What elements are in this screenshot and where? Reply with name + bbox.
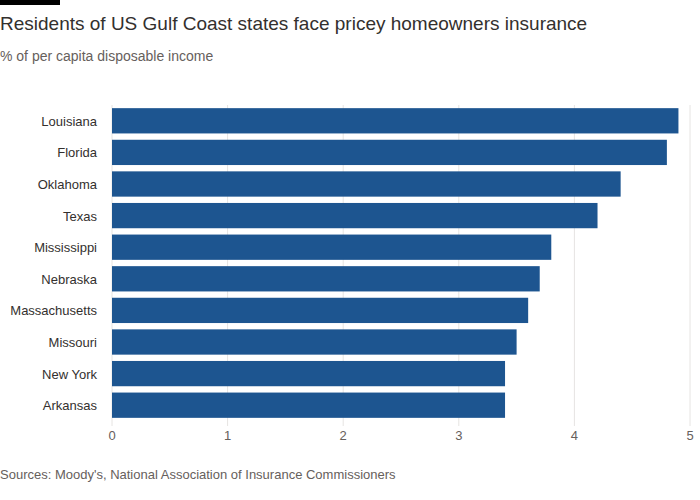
category-label: Texas [63,209,97,224]
tick-label: 5 [686,428,693,443]
category-label: Missouri [49,335,98,350]
chart-svg: Residents of US Gulf Coast states face p… [0,0,700,500]
grid-line [690,105,691,426]
bar [112,298,528,323]
category-label: Louisiana [41,114,97,129]
bar [112,171,621,196]
chart-container: Residents of US Gulf Coast states face p… [0,0,700,500]
tick-label: 3 [455,428,462,443]
bar [112,140,667,165]
bar [112,203,598,228]
bar [112,266,540,291]
bars [112,108,678,418]
tick-label: 1 [224,428,231,443]
title: Residents of US Gulf Coast states face p… [0,13,587,34]
tick-label: 0 [108,428,115,443]
bar [112,361,505,386]
category-label: Mississippi [34,240,97,255]
bar [112,393,505,418]
bar [112,329,517,354]
background [0,0,700,500]
source: Sources: Moody's, National Association o… [0,467,396,482]
tick-label: 2 [340,428,347,443]
category-label: New York [42,367,97,382]
category-label: Massachusetts [10,303,97,318]
top-marker [0,0,60,5]
grid [112,105,690,426]
category-label: Arkansas [43,398,98,413]
bar [112,108,678,133]
subtitle: % of per capita disposable income [0,48,213,64]
category-label: Nebraska [41,272,97,287]
category-label: Oklahoma [38,177,98,192]
tick-label: 4 [571,428,578,443]
category-label: Florida [57,145,98,160]
bar [112,235,551,260]
